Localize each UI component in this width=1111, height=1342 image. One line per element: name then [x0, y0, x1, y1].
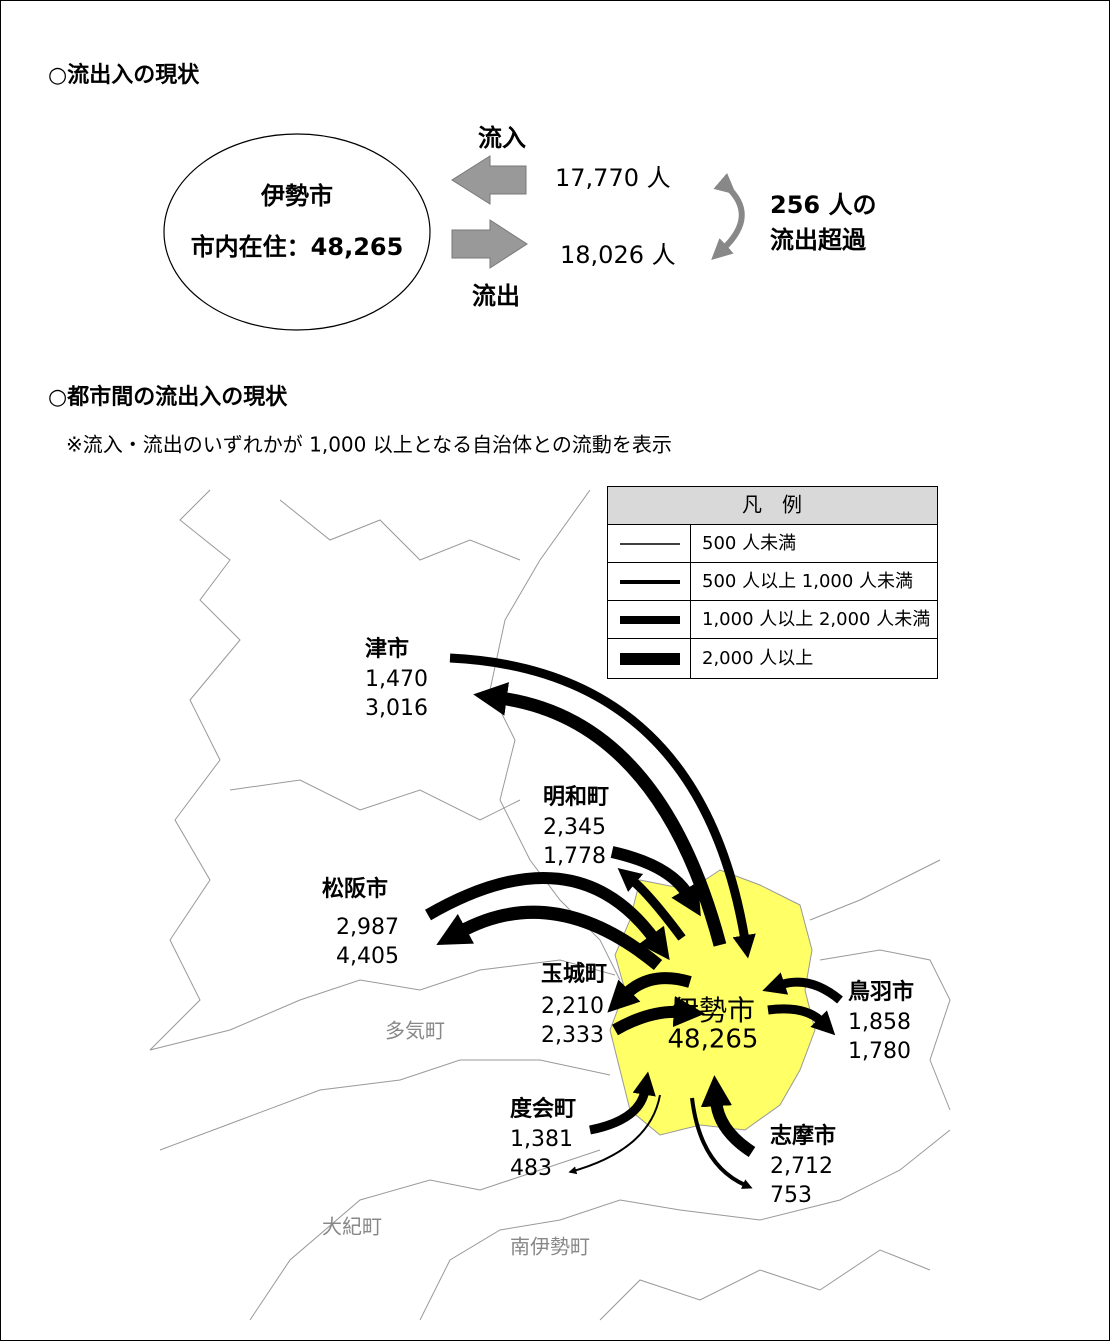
legend-item: 2,000 人以上 — [702, 648, 813, 669]
place-name: 度会町 — [510, 1096, 576, 1122]
place-flow: 753 — [770, 1183, 812, 1208]
place-flow: 2,210 — [541, 994, 604, 1019]
net-arrow — [711, 172, 745, 260]
outflow-value: 18,026 人 — [560, 241, 676, 269]
section-title: ○都市間の流出入の現状 — [48, 384, 288, 410]
inflow-label: 流入 — [478, 124, 526, 152]
center-value: 48,265 — [668, 1025, 759, 1055]
town-label: 多気町 — [385, 1019, 445, 1043]
place-flow: 2,987 — [336, 915, 399, 940]
net-line: 256 人の — [770, 191, 876, 219]
place-flow: 1,470 — [365, 667, 428, 692]
place-flow: 3,016 — [365, 696, 428, 721]
inflow-arrow — [451, 155, 527, 205]
place-flow: 2,345 — [543, 815, 606, 840]
place-flow: 1,858 — [848, 1010, 911, 1035]
legend-header — [608, 487, 937, 524]
place-name: 津市 — [365, 636, 409, 662]
city-ellipse — [163, 133, 431, 331]
center-name: 伊勢市 — [671, 994, 755, 1027]
city-name: 伊勢市 — [260, 182, 333, 210]
place-labels: 津市 1,470 3,016 明和町 2,345 1,778 松阪市 2,987 4,405 玉城… — [322, 636, 914, 1208]
resident-count: 市内在住：48,265 — [191, 233, 404, 261]
legend-item: 500 人以上 1,000 人未満 — [702, 571, 913, 592]
section-title: ○流出入の現状 — [48, 62, 200, 88]
legend-item: 1,000 人以上 2,000 人未満 — [702, 609, 930, 630]
map-boundaries — [149, 489, 951, 1321]
place-name: 志摩市 — [770, 1123, 836, 1149]
outflow-arrow — [451, 219, 528, 269]
place-flow: 1,381 — [510, 1127, 573, 1152]
place-name: 明和町 — [543, 785, 609, 810]
section-note: ※流入・流出のいずれかが 1,000 以上となる自治体との流動を表示 — [66, 433, 672, 457]
outflow-label: 流出 — [472, 282, 520, 310]
legend-title: 凡 例 — [742, 493, 802, 517]
inflow-value: 17,770 人 — [555, 164, 671, 192]
legend: 凡 例 500 人未満 500 人以上 1,000 人未満 1,000 人以上 … — [607, 486, 938, 679]
place-flow: 4,405 — [336, 944, 399, 969]
town-label: 南伊勢町 — [510, 1235, 590, 1259]
flow-arrows — [424, 653, 843, 1189]
place-flow: 1,778 — [543, 844, 606, 869]
net-line: 流出超過 — [770, 226, 867, 254]
place-flow: 1,780 — [848, 1039, 911, 1064]
place-name: 鳥羽市 — [848, 979, 914, 1005]
place-name: 玉城町 — [541, 961, 607, 987]
place-flow: 483 — [510, 1156, 552, 1181]
place-flow: 2,712 — [770, 1154, 833, 1179]
town-label: 大紀町 — [322, 1215, 382, 1239]
place-name: 松阪市 — [322, 876, 388, 902]
place-flow: 2,333 — [541, 1023, 604, 1048]
legend-item: 500 人未満 — [702, 533, 796, 554]
